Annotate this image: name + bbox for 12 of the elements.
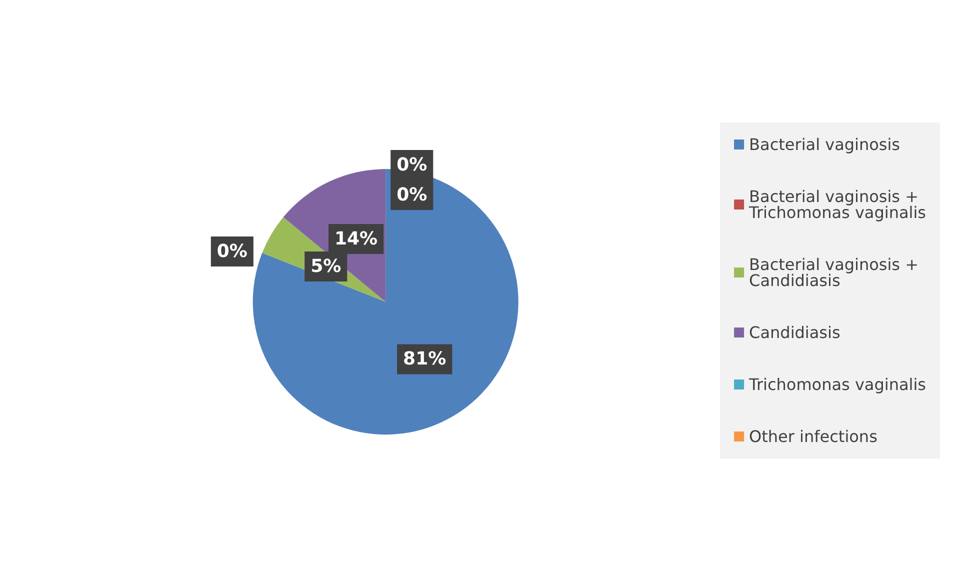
text: 0% [216, 240, 248, 262]
legend-label: Bacterial vaginosis + Trichomonas vaginalis [748, 187, 926, 222]
data-label: 14% [334, 228, 378, 250]
legend-label: Candidiasis [749, 323, 840, 342]
legend-label: Bacterial vaginosis [749, 135, 900, 154]
data-label: 81% [403, 348, 446, 370]
legend-label: Bacterial vaginosis + Candidiasis [749, 255, 924, 290]
data-label: 5% [310, 256, 342, 277]
text: 0% [396, 184, 428, 206]
legend-label: Trichomonas vaginalis [748, 375, 926, 394]
text: 0% [396, 154, 428, 176]
legend-label: Other infections [749, 427, 878, 446]
